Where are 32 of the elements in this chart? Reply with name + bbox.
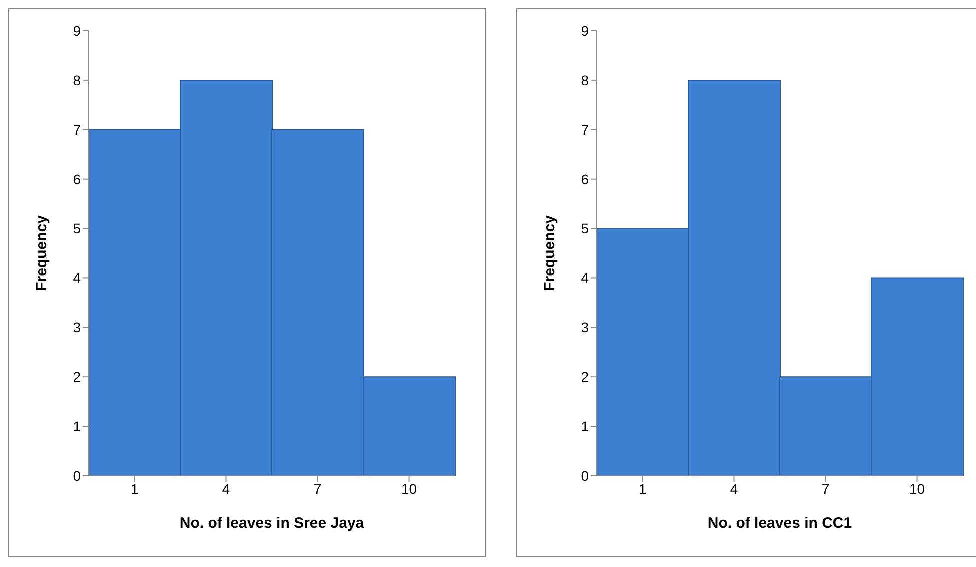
y-axis-title: Frequency	[33, 214, 50, 292]
x-tick-label: 1	[638, 480, 647, 497]
y-tick-label: 1	[581, 418, 590, 435]
y-tick-label: 3	[73, 320, 82, 336]
y-tick-label: 9	[73, 22, 82, 39]
y-tick-label: 2	[73, 369, 82, 386]
y-tick-label: 7	[581, 122, 590, 138]
y-tick-label: 9	[581, 22, 590, 39]
y-tick-label: 3	[581, 320, 590, 336]
y-tick-label: 8	[581, 72, 590, 88]
y-tick-label: 4	[73, 270, 82, 286]
y-axis-title: Frequency	[541, 214, 558, 292]
x-tick-label: 7	[314, 480, 322, 497]
x-tick-label: 4	[730, 480, 738, 497]
x-tick-label: 10	[909, 480, 926, 497]
y-tick-label: 5	[581, 220, 590, 237]
x-axis-title: No. of leaves in Sree Jaya	[180, 515, 365, 532]
y-tick-label: 5	[73, 220, 82, 237]
y-tick-label: 8	[73, 72, 82, 88]
y-tick-label: 7	[73, 122, 82, 138]
x-tick-label: 7	[822, 480, 830, 497]
x-tick-label: 4	[222, 480, 230, 497]
y-tick-label: 4	[581, 270, 590, 286]
x-axis-title: No. of leaves in CC1	[708, 515, 852, 532]
y-tick-label: 2	[581, 369, 590, 386]
x-tick-label: 1	[130, 480, 139, 497]
y-tick-label: 6	[73, 171, 82, 188]
y-tick-label: 6	[581, 171, 590, 188]
y-tick-label: 0	[581, 468, 590, 484]
y-tick-label: 1	[73, 418, 82, 435]
x-tick-label: 10	[401, 480, 418, 497]
y-tick-label: 0	[73, 468, 82, 484]
